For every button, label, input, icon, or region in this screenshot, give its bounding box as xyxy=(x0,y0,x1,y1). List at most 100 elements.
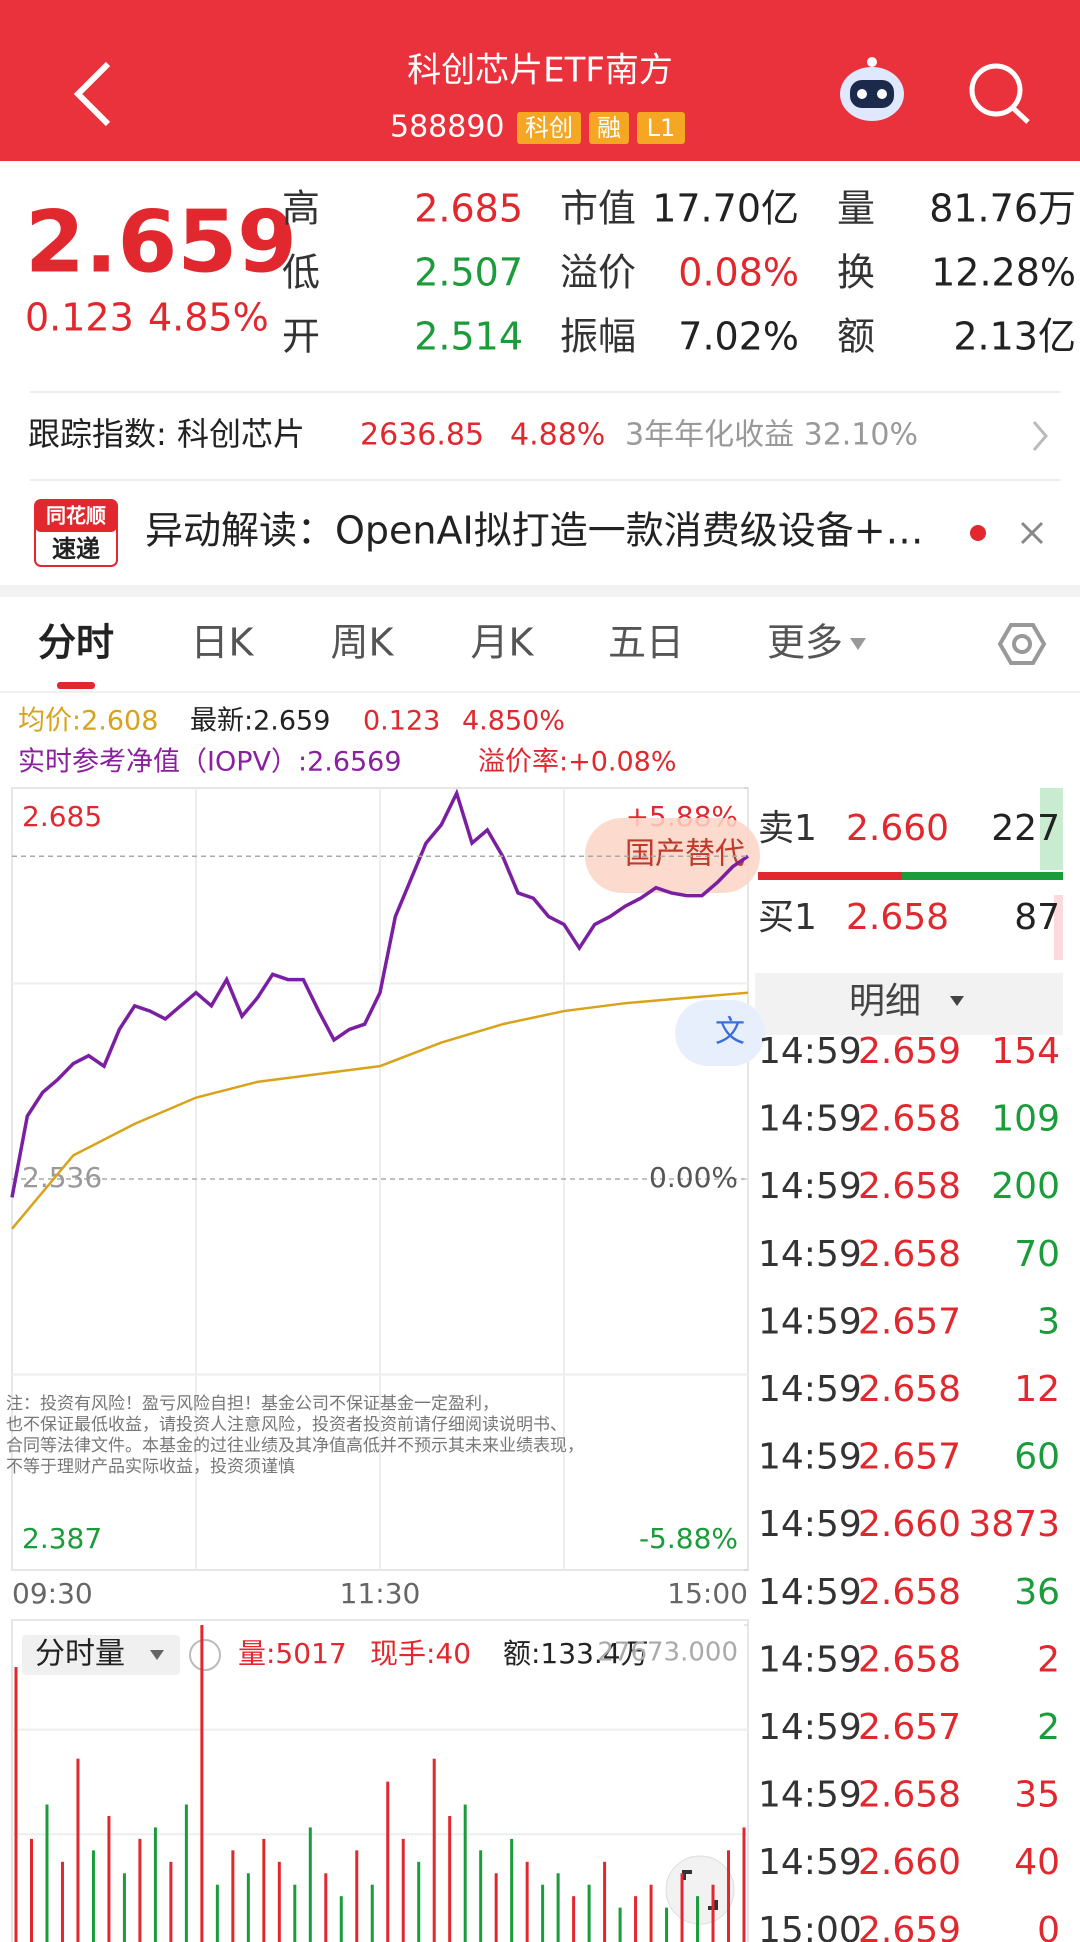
news-badge-top xyxy=(35,500,117,532)
trade-time: 14:59 xyxy=(758,1842,862,1883)
y-tick-label: 2.685 xyxy=(22,800,102,833)
y-tick-label: 2.536 xyxy=(22,1161,102,1194)
stat-label: 量 xyxy=(837,187,875,231)
volume-bar xyxy=(169,1861,173,1942)
trade-time: 14:59 xyxy=(758,1572,862,1613)
stat-label: 低 xyxy=(282,251,320,295)
robot-icon[interactable] xyxy=(840,57,904,121)
trade-volume: 40 xyxy=(1014,1842,1060,1883)
volume-title: 分时量 xyxy=(35,1637,125,1672)
detail-header[interactable] xyxy=(755,973,1063,1035)
trade-volume: 109 xyxy=(991,1099,1060,1140)
tab[interactable]: 月K xyxy=(471,621,535,665)
tag: L1 xyxy=(647,114,676,142)
x-tick-label: 09:30 xyxy=(12,1577,93,1610)
volume-bar xyxy=(386,1781,390,1942)
disclaimer: 注：投资有风险！盈亏风险自担！基金公司不保证基金一定盈利， xyxy=(6,1394,499,1414)
detail-title: 明细 xyxy=(849,981,921,1022)
trade-volume: 36 xyxy=(1014,1572,1060,1613)
trade-volume: 0 xyxy=(1037,1910,1060,1942)
volume-bar xyxy=(541,1884,545,1942)
latest-price: 最新:2.659 xyxy=(190,706,330,737)
volume-amount: 额:133.4万 xyxy=(503,1637,649,1670)
volume-bar xyxy=(277,1861,281,1942)
volume-bar xyxy=(246,1873,250,1942)
search-button[interactable] xyxy=(969,63,1030,124)
volume-bar xyxy=(153,1827,157,1942)
volume-bar xyxy=(742,1827,746,1942)
premium: 溢价率:+0.08% xyxy=(478,747,677,778)
order-price: 2.658 xyxy=(846,897,949,938)
volume-bar xyxy=(107,1815,111,1942)
volume-bar xyxy=(525,1861,529,1942)
volume-bar xyxy=(587,1884,591,1942)
volume-selector[interactable] xyxy=(22,1635,180,1675)
x-tick-label: 15:00 xyxy=(667,1577,748,1610)
disclaimer: 合同等法律文件。本基金的过往业绩及其净值高低并不预示其未来业绩表现， xyxy=(6,1436,584,1456)
dropdown-arrow xyxy=(150,1650,164,1660)
annual-return: 3年年化收益 32.10% xyxy=(625,418,918,453)
x-tick-label: 11:30 xyxy=(340,1577,421,1610)
order-volume: 87 xyxy=(1014,897,1060,938)
trade-price: 2.657 xyxy=(858,1301,961,1342)
volume-bar xyxy=(711,1884,715,1942)
fullscreen-button[interactable] xyxy=(665,1855,735,1925)
tag-box xyxy=(517,112,581,144)
trade-time: 14:59 xyxy=(758,1639,862,1680)
trade-time: 14:59 xyxy=(758,1775,862,1816)
trade-volume: 3873 xyxy=(968,1504,1060,1545)
volume-bar xyxy=(200,1625,204,1942)
y-tick-label: 27673.000 xyxy=(597,1638,738,1668)
help-icon[interactable] xyxy=(189,1639,221,1671)
close-button[interactable] xyxy=(1020,521,1044,545)
volume-bar xyxy=(417,1861,421,1942)
settings-button[interactable] xyxy=(997,623,1047,665)
sell-depth xyxy=(1040,788,1063,870)
volume-bar xyxy=(355,1850,359,1942)
tab[interactable]: 分时 xyxy=(38,621,114,665)
order-label: 买1 xyxy=(758,897,817,938)
volume-bar xyxy=(324,1873,328,1942)
last-price: 2.659 xyxy=(25,192,297,292)
volume-bar xyxy=(649,1884,653,1942)
chevron[interactable] xyxy=(1032,421,1048,451)
trade-price: 2.658 xyxy=(858,1369,961,1410)
order-label: 卖1 xyxy=(758,808,817,849)
volume-bar xyxy=(14,1667,18,1942)
trade-time: 14:59 xyxy=(758,1707,862,1748)
news-text: 异动解读：OpenAI拟打造一款消费级设备+… xyxy=(145,509,924,553)
volume-bar xyxy=(29,1838,33,1942)
stat-label: 开 xyxy=(282,315,320,359)
volume-bar xyxy=(556,1873,560,1942)
tag: 融 xyxy=(597,114,621,142)
volume-bar xyxy=(463,1804,467,1942)
text-bubble[interactable] xyxy=(675,1000,765,1066)
stat-value: 2.514 xyxy=(414,315,523,359)
volume-frame xyxy=(11,1619,749,1942)
trade-time: 14:59 xyxy=(758,1369,862,1410)
volume-bar xyxy=(339,1896,343,1942)
volume-bar xyxy=(727,1850,731,1942)
stat-value: 2.507 xyxy=(414,251,523,295)
trade-time: 14:59 xyxy=(758,1234,862,1275)
trade-volume: 12 xyxy=(1014,1369,1060,1410)
volume-bar xyxy=(370,1884,374,1942)
tab[interactable]: 日K xyxy=(191,621,255,665)
volume-bar xyxy=(665,1907,669,1942)
tab[interactable]: 周K xyxy=(331,621,395,665)
trade-price: 2.660 xyxy=(858,1504,961,1545)
stat-label: 额 xyxy=(837,315,875,359)
trade-time: 14:59 xyxy=(758,1099,862,1140)
stat-value: 17.70亿 xyxy=(652,187,799,231)
tab-underline xyxy=(57,682,95,689)
volume-bar xyxy=(215,1884,219,1942)
order-volume: 227 xyxy=(991,808,1060,849)
trade-price: 2.659 xyxy=(858,1031,961,1072)
price-change-pct: 4.85% xyxy=(148,296,269,340)
stat-label: 市值 xyxy=(560,187,636,231)
tab[interactable]: 五日 xyxy=(608,621,684,665)
trade-volume: 154 xyxy=(991,1031,1060,1072)
back-button[interactable] xyxy=(73,61,111,127)
tab[interactable]: 更多 xyxy=(767,621,843,665)
